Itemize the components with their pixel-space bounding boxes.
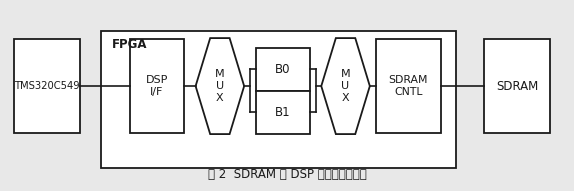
Text: B0: B0 — [275, 63, 290, 76]
Text: SDRAM
CNTL: SDRAM CNTL — [389, 75, 428, 97]
Polygon shape — [196, 38, 244, 134]
Text: 图 2  SDRAM 与 DSP 的通用接口框图: 图 2 SDRAM 与 DSP 的通用接口框图 — [208, 168, 366, 181]
Text: DSP
I/F: DSP I/F — [146, 75, 168, 97]
Text: B1: B1 — [275, 106, 290, 119]
Text: FPGA: FPGA — [111, 38, 147, 51]
Text: M
U
X: M U X — [341, 70, 350, 103]
Bar — [102, 31, 456, 168]
Text: SDRAM: SDRAM — [496, 80, 538, 93]
Bar — [255, 91, 310, 134]
Polygon shape — [321, 38, 370, 134]
Bar — [484, 39, 550, 133]
Bar — [375, 39, 441, 133]
Bar — [130, 39, 184, 133]
Bar — [255, 48, 310, 91]
Text: M
U
X: M U X — [215, 70, 224, 103]
Bar — [14, 39, 80, 133]
Text: TMS320C549: TMS320C549 — [14, 81, 80, 91]
